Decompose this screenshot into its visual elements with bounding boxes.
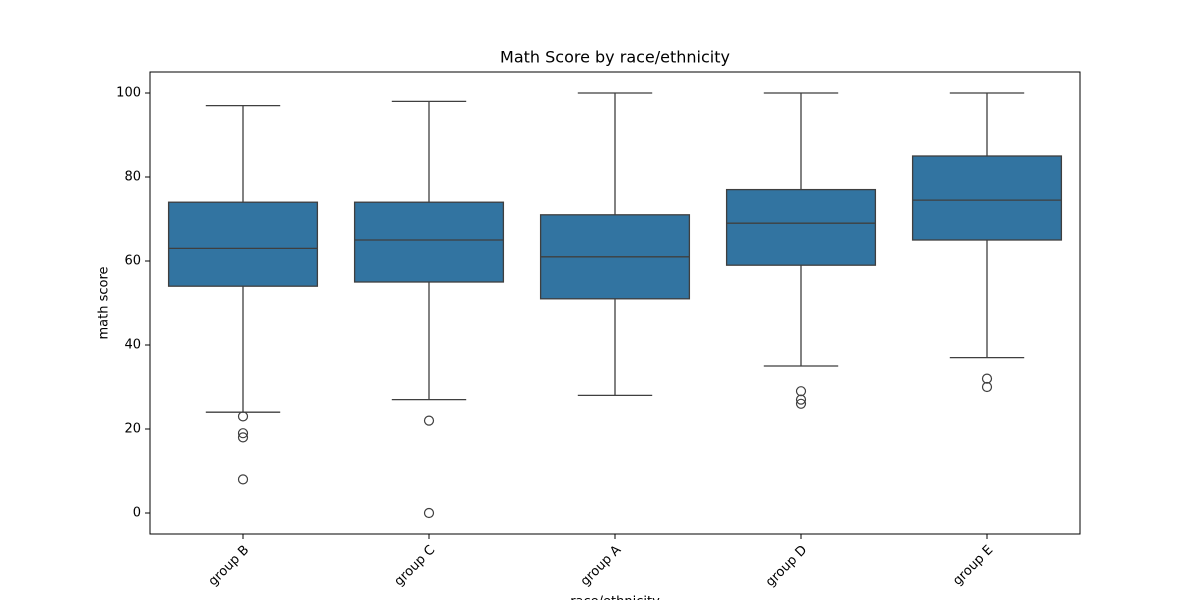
y-axis-label: math score — [97, 266, 112, 339]
x-tick-label: group A — [578, 543, 625, 590]
box — [353, 201, 505, 283]
y-tick-label: 60 — [124, 254, 141, 269]
x-tick-label: group C — [392, 543, 439, 590]
outlier — [795, 398, 807, 409]
x-tick-label: group B — [206, 543, 253, 590]
box — [167, 201, 319, 287]
y-tick-label: 80 — [124, 170, 141, 185]
x-tick-label: group D — [763, 543, 810, 590]
outlier — [423, 415, 435, 426]
y-tick-label: 100 — [116, 86, 141, 101]
outlier — [981, 373, 993, 384]
outlier — [981, 381, 993, 393]
y-tick-label: 40 — [124, 338, 141, 353]
outlier — [795, 386, 807, 397]
outlier — [237, 474, 249, 485]
outlier — [795, 394, 807, 405]
x-axis-label: race/ethnicity — [570, 595, 660, 600]
outlier — [237, 432, 249, 443]
outlier — [237, 428, 249, 439]
box — [911, 155, 1063, 241]
box — [725, 188, 877, 266]
y-tick-label: 20 — [124, 422, 141, 437]
outlier — [237, 411, 249, 422]
y-tick-label: 0 — [133, 506, 141, 521]
x-tick-label: group E — [950, 543, 996, 589]
chart-title: Math Score by race/ethnicity — [500, 48, 730, 67]
outlier — [423, 507, 435, 519]
